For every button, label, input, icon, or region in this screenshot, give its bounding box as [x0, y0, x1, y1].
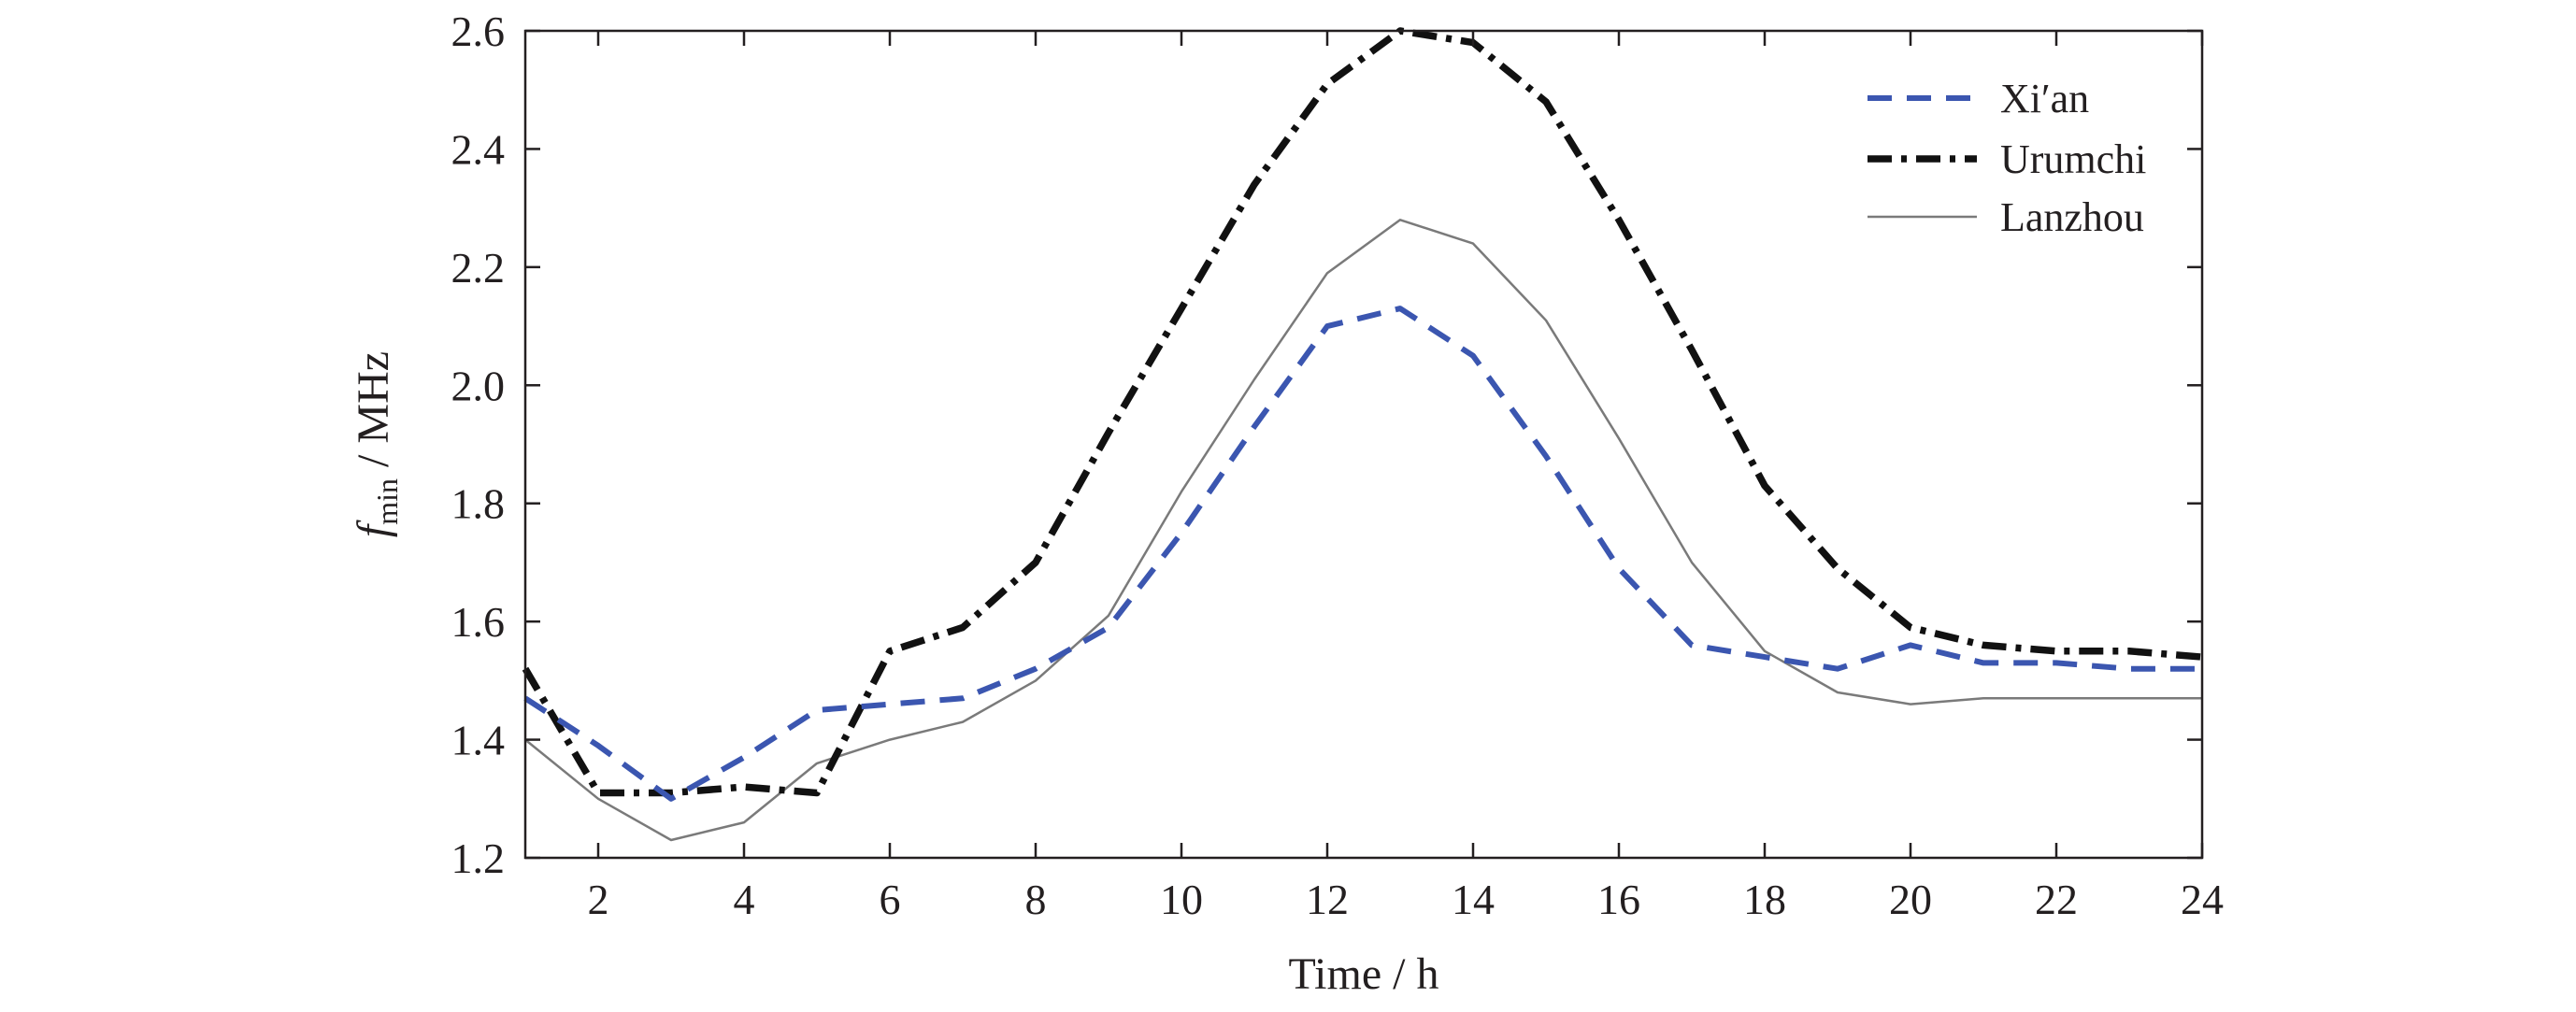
legend-label-3: Lanzhou: [2000, 194, 2144, 240]
legend-label-2: Urumchi: [2000, 136, 2146, 182]
y-tick-label: 1.8: [451, 480, 506, 528]
x-tick-label: 14: [1452, 876, 1495, 923]
y-tick-label: 1.2: [451, 834, 506, 882]
x-axis-ticks: 2 4 6 8 10 12 14 16 18 20 22 24: [588, 31, 2224, 923]
y-tick-label: 2.4: [451, 125, 506, 173]
x-tick-label: 22: [2035, 876, 2078, 923]
legend-label-1: Xi′an: [2000, 76, 2089, 121]
y-axis-title-subscript: min: [370, 478, 404, 525]
x-tick-label: 24: [2181, 876, 2224, 923]
plot-border: [523, 29, 2204, 860]
x-tick-label: 8: [1025, 876, 1047, 923]
x-tick-label: 6: [880, 876, 901, 923]
x-axis-title: Time / h: [1289, 949, 1439, 999]
y-tick-label: 2.0: [451, 362, 506, 409]
legend: Xi′an Urumchi Lanzhou: [1868, 76, 2146, 240]
x-tick-label: 18: [1743, 876, 1786, 923]
x-tick-label: 20: [1889, 876, 1932, 923]
x-tick-label: 16: [1597, 876, 1640, 923]
y-tick-label: 1.6: [451, 598, 506, 646]
x-tick-label: 10: [1160, 876, 1203, 923]
x-tick-label: 4: [734, 876, 755, 923]
y-axis-title-unit: / MHz: [349, 351, 398, 478]
y-tick-label: 2.6: [451, 7, 506, 55]
series-line-2: [522, 27, 2203, 797]
series-layer: [522, 27, 2203, 842]
y-tick-label: 1.4: [451, 717, 506, 764]
y-axis-title: fmin / MHz: [349, 351, 404, 537]
series-line-1: [523, 306, 2202, 802]
series-line-3: [524, 219, 2202, 842]
x-tick-label: 2: [588, 876, 609, 923]
y-tick-label: 2.2: [451, 244, 506, 292]
plot-frame: [523, 29, 2204, 860]
y-axis-ticks: 1.2 1.4 1.6 1.8 2.0 2.2 2.4 2.6: [451, 7, 2202, 882]
x-tick-label: 12: [1306, 876, 1349, 923]
